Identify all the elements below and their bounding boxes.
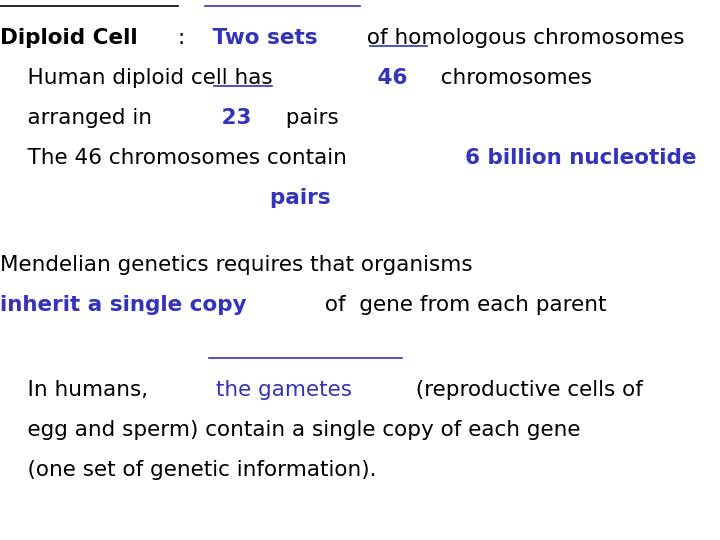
Text: of homologous chromosomes: of homologous chromosomes <box>360 28 684 48</box>
Text: (one set of genetic information).: (one set of genetic information). <box>0 460 377 480</box>
Text: pairs: pairs <box>0 188 330 208</box>
Text: Human diploid cell has: Human diploid cell has <box>0 68 287 88</box>
Text: chromosomes: chromosomes <box>428 68 593 88</box>
Text: 6 billion nucleotide: 6 billion nucleotide <box>465 148 697 168</box>
Text: In humans,: In humans, <box>0 380 162 400</box>
Text: Diploid Cell: Diploid Cell <box>0 28 138 48</box>
Text: Two sets: Two sets <box>204 28 325 48</box>
Text: the gametes: the gametes <box>209 380 359 400</box>
Text: pairs: pairs <box>271 108 338 128</box>
Text: Mendelian genetics requires that organisms: Mendelian genetics requires that organis… <box>0 255 472 275</box>
Text: arranged in: arranged in <box>0 108 166 128</box>
Text: of  gene from each parent: of gene from each parent <box>318 295 607 315</box>
Text: The 46 chromosomes contain: The 46 chromosomes contain <box>0 148 361 168</box>
Text: egg and sperm) contain a single copy of each gene: egg and sperm) contain a single copy of … <box>0 420 580 440</box>
Text: (reproductive cells of: (reproductive cells of <box>402 380 643 400</box>
Text: 23: 23 <box>214 108 258 128</box>
Text: 46: 46 <box>369 68 415 88</box>
Text: :: : <box>178 28 199 48</box>
Text: inherit a single copy: inherit a single copy <box>0 295 247 315</box>
